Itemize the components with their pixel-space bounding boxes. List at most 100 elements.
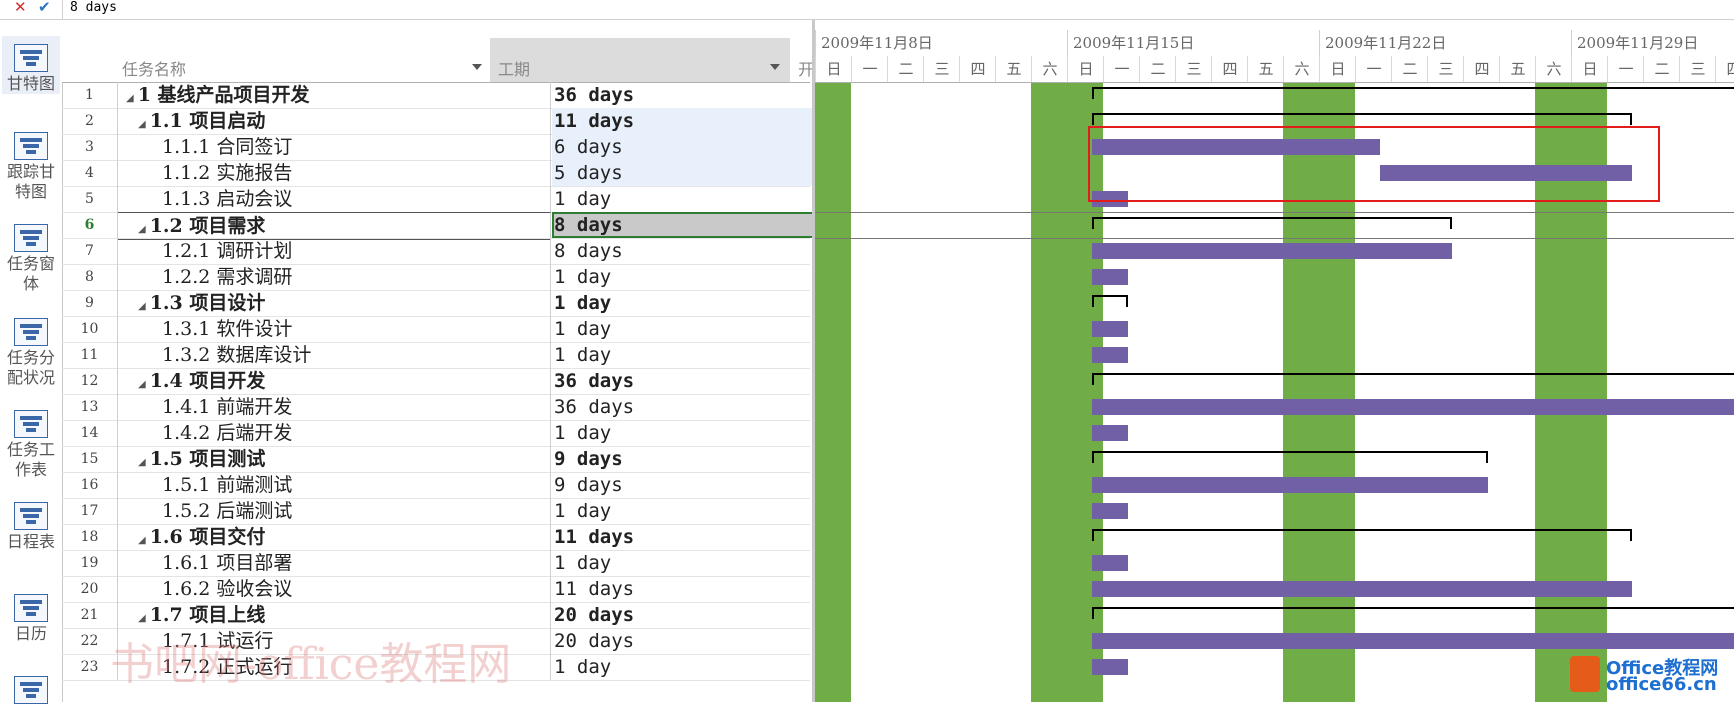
collapse-icon[interactable]: ◢ [138, 301, 146, 312]
summary-bar[interactable] [1092, 529, 1633, 541]
duration-cell[interactable]: 11 days [552, 108, 849, 134]
row-number[interactable]: 4 [62, 160, 118, 186]
task-name-cell[interactable]: 1.1.3 启动会议 [118, 186, 551, 212]
view-task-sheet[interactable]: 任务工作表 [2, 402, 60, 480]
task-name-cell[interactable]: ◢ 1.7 项目上线 [118, 602, 551, 628]
task-name-cell[interactable]: 1.7.2 正式运行 [118, 654, 551, 680]
view-tracking-gantt[interactable]: 跟踪甘特图 [2, 124, 60, 202]
task-name-cell[interactable]: 1.3.1 软件设计 [118, 316, 551, 342]
summary-bar[interactable] [1092, 113, 1633, 125]
duration-cell[interactable]: 1 day [552, 264, 849, 290]
duration-cell[interactable]: 9 days [552, 472, 849, 498]
column-header-duration[interactable]: 工期 [490, 38, 790, 82]
duration-cell[interactable]: 9 days [552, 446, 849, 472]
duration-cell[interactable]: 11 days [552, 524, 849, 550]
row-number[interactable]: 9 [62, 290, 118, 316]
task-bar[interactable] [1380, 165, 1633, 181]
task-bar[interactable] [1092, 425, 1129, 441]
summary-bar[interactable] [1092, 87, 1734, 99]
duration-cell[interactable]: 1 day [552, 342, 849, 368]
task-bar[interactable] [1092, 581, 1633, 597]
collapse-icon[interactable]: ◢ [138, 224, 146, 235]
duration-cell[interactable]: 1 day [552, 290, 849, 316]
task-name-cell[interactable]: ◢ 1.1 项目启动 [118, 108, 551, 134]
confirm-entry-icon[interactable]: ✔ [38, 0, 51, 16]
duration-filter-icon[interactable] [770, 64, 780, 70]
row-number[interactable]: 22 [62, 628, 118, 654]
summary-bar[interactable] [1092, 607, 1734, 619]
row-number[interactable]: 7 [62, 238, 118, 264]
row-number[interactable]: 19 [62, 550, 118, 576]
view-network-diagram[interactable] [2, 668, 60, 706]
task-name-cell[interactable]: 1.7.1 试运行 [118, 628, 551, 654]
summary-bar[interactable] [1092, 451, 1489, 463]
task-bar[interactable] [1092, 555, 1129, 571]
task-bar[interactable] [1092, 347, 1129, 363]
collapse-icon[interactable]: ◢ [138, 379, 146, 390]
duration-cell[interactable]: 20 days [552, 602, 849, 628]
collapse-icon[interactable]: ◢ [138, 613, 146, 624]
duration-cell[interactable]: 1 day [552, 420, 849, 446]
row-number[interactable]: 6 [62, 212, 118, 238]
duration-cell[interactable]: 20 days [552, 628, 849, 654]
task-name-cell[interactable]: 1.5.2 后端测试 [118, 498, 551, 524]
row-number[interactable]: 5 [62, 186, 118, 212]
task-bar[interactable] [1092, 503, 1129, 519]
task-bar[interactable] [1092, 477, 1489, 493]
duration-cell[interactable]: 36 days [552, 394, 849, 420]
duration-cell[interactable]: 5 days [552, 160, 849, 186]
view-calendar[interactable]: 日历 [2, 586, 60, 644]
collapse-icon[interactable]: ◢ [138, 535, 146, 546]
task-name-cell[interactable]: 1.2.2 需求调研 [118, 264, 551, 290]
row-number[interactable]: 11 [62, 342, 118, 368]
column-header-start[interactable]: 开 [798, 60, 815, 79]
task-bar[interactable] [1092, 139, 1381, 155]
task-name-filter-icon[interactable] [472, 64, 482, 70]
cancel-entry-icon[interactable]: ✕ [14, 0, 27, 16]
duration-cell[interactable]: 11 days [552, 576, 849, 602]
task-name-cell[interactable]: ◢ 1.2 项目需求 [118, 212, 551, 240]
task-name-cell[interactable]: ◢ 1.3 项目设计 [118, 290, 551, 316]
task-name-cell[interactable]: 1.4.2 后端开发 [118, 420, 551, 446]
row-number[interactable]: 21 [62, 602, 118, 628]
view-task-form[interactable]: 任务窗体 [2, 216, 60, 294]
view-timeline[interactable]: 日程表 [2, 494, 60, 552]
task-name-cell[interactable]: ◢ 1 基线产品项目开发 [118, 82, 551, 108]
task-bar[interactable] [1092, 191, 1129, 207]
row-number[interactable]: 13 [62, 394, 118, 420]
row-number[interactable]: 17 [62, 498, 118, 524]
task-name-cell[interactable]: 1.2.1 调研计划 [118, 238, 551, 264]
row-number[interactable]: 15 [62, 446, 118, 472]
row-number[interactable]: 18 [62, 524, 118, 550]
row-number[interactable]: 1 [62, 82, 118, 108]
task-bar[interactable] [1092, 321, 1129, 337]
row-number[interactable]: 8 [62, 264, 118, 290]
task-name-cell[interactable]: 1.1.1 合同签订 [118, 134, 551, 160]
summary-bar[interactable] [1092, 295, 1129, 307]
duration-cell[interactable]: 8 days [552, 212, 849, 238]
duration-cell[interactable]: 8 days [552, 238, 849, 264]
task-bar[interactable] [1092, 269, 1129, 285]
row-number[interactable]: 20 [62, 576, 118, 602]
entry-field[interactable]: 8 days [70, 0, 117, 15]
duration-cell[interactable]: 1 day [552, 316, 849, 342]
row-number[interactable]: 14 [62, 420, 118, 446]
